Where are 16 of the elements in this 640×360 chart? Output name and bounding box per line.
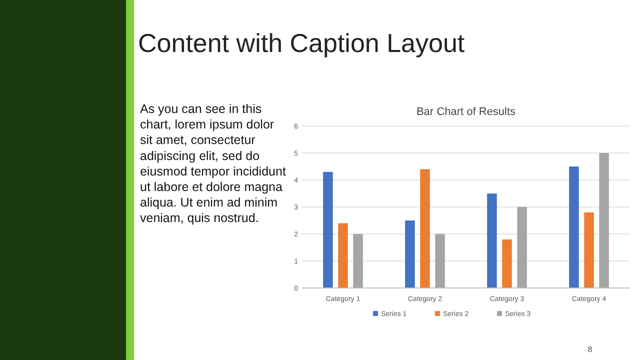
bar [487,194,497,288]
bar [353,234,363,288]
bar [338,223,348,288]
bar [599,153,609,288]
text: As you can see in this chart, lorem ipsum dolor sit amet, consectetur adipiscing elit, sed do eiusmod tempor incididunt ut labore et dolore magna aliqua. Ut enim ad minim veniam, quis nostrud. [140,102,286,226]
bar [435,234,445,288]
bar [502,239,512,288]
bar [517,207,527,288]
chart-title: Content with Caption Layout [138,28,466,58]
bar [405,220,415,288]
bar [323,172,333,288]
text: 8 [588,345,593,354]
bar [584,212,594,288]
bar [420,169,430,288]
chart-subtitle: Bar Chart of Results [416,106,516,118]
bar [569,166,579,288]
